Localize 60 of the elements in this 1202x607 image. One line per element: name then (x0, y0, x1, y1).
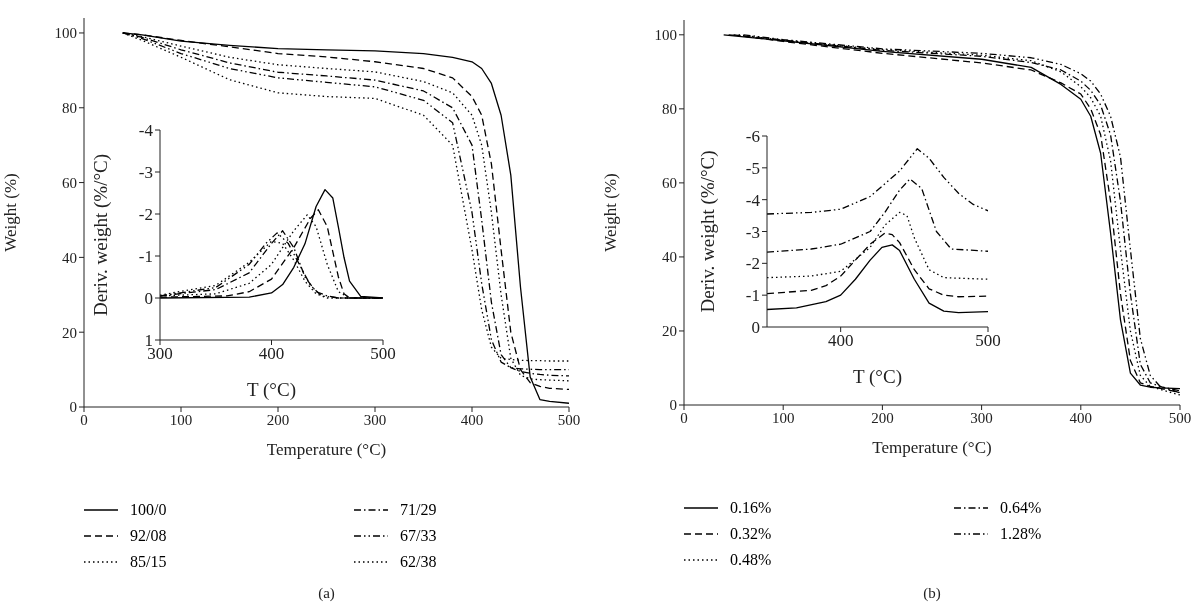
x-tick-label: 500 (370, 344, 396, 364)
legend-label: 0.48% (730, 551, 772, 569)
legend-label: 62/38 (400, 553, 437, 571)
y-tick-label: 60 (662, 175, 677, 192)
x-tick-label: 400 (827, 331, 854, 351)
y-tick-label: 20 (62, 324, 77, 341)
y-tick-label: 100 (54, 25, 77, 42)
y-tick-label: -2 (745, 254, 760, 274)
y-tick-label: -3 (138, 163, 153, 183)
y-axis-title: Deriv. weight (%/°C) (696, 150, 719, 313)
x-tick-label: 300 (363, 411, 387, 428)
x-tick-label: 400 (258, 344, 285, 364)
y-tick-label: -5 (745, 158, 760, 178)
legend-label: 0.64% (1000, 499, 1042, 517)
x-tick-label: 0 (80, 411, 88, 428)
text: (b) (922, 585, 942, 602)
x-tick-label: 300 (970, 409, 993, 426)
legend-label: 85/15 (130, 553, 167, 571)
legend-label: 1.28% (1000, 525, 1042, 543)
x-tick-label: 500 (975, 331, 1001, 351)
x-axis-title: T (°C) (247, 379, 296, 401)
y-tick-label: -1 (745, 286, 760, 306)
y-tick-label: 60 (62, 174, 77, 191)
text: (a) (317, 585, 336, 602)
x-tick-label: 500 (1168, 409, 1192, 426)
x-axis-title: Temperature (°C) (266, 440, 387, 459)
legend-label: 67/33 (400, 527, 437, 545)
x-tick-label: 400 (460, 411, 484, 428)
y-axis-title: Weight (%) (1, 173, 21, 252)
y-tick-label: -2 (138, 205, 153, 225)
y-tick-label: -4 (745, 190, 761, 210)
y-tick-label: 80 (62, 100, 77, 117)
x-tick-label: 0 (680, 409, 688, 426)
y-tick-label: 80 (662, 101, 677, 118)
y-tick-label: 0 (751, 318, 760, 338)
x-tick-label: 500 (557, 411, 581, 428)
legend-label: 71/29 (400, 501, 437, 519)
legend-label: 100/0 (130, 501, 167, 519)
y-tick-label: 40 (662, 249, 677, 266)
x-tick-label: 200 (871, 409, 894, 426)
x-tick-label: 400 (1069, 409, 1093, 426)
y-tick-label: 40 (62, 249, 77, 266)
x-tick-label: 100 (771, 409, 795, 426)
x-axis-title: Temperature (°C) (872, 438, 992, 457)
y-tick-label: -4 (138, 121, 154, 141)
x-tick-label: 100 (169, 411, 193, 428)
y-tick-label: 100 (654, 27, 677, 44)
y-tick-label: 20 (662, 323, 677, 340)
y-tick-label: 0 (669, 397, 677, 414)
legend-label: 0.32% (730, 525, 772, 543)
y-axis-title: Weight (%) (601, 173, 621, 252)
y-tick-label: -6 (745, 127, 760, 147)
legend-label: 0.16% (730, 499, 772, 517)
y-tick-label: 0 (144, 289, 153, 309)
y-tick-label: -1 (138, 247, 153, 267)
legend-label: 92/08 (130, 527, 167, 545)
y-tick-label: -3 (745, 222, 760, 242)
x-axis-title: T (°C) (853, 366, 902, 388)
x-tick-label: 200 (266, 411, 290, 428)
y-axis-title: Deriv. weight (%/°C) (89, 153, 112, 317)
